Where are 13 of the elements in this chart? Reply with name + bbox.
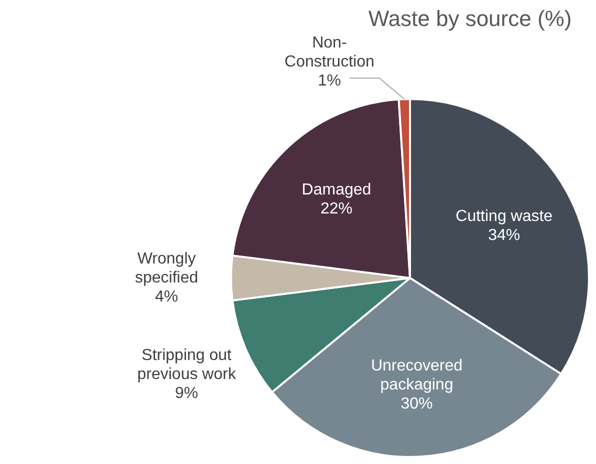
data-label: 9% xyxy=(175,385,198,402)
data-label: 4% xyxy=(154,288,178,306)
slice-label: Wrongly specified xyxy=(134,250,198,286)
data-label: 1% xyxy=(318,72,342,90)
data-label: 22% xyxy=(320,200,352,218)
data-label: 30% xyxy=(400,396,433,413)
slice-label: Stripping out previous work xyxy=(137,347,237,384)
chart-title: Waste by source (%) xyxy=(368,6,572,32)
data-label: 34% xyxy=(488,227,520,244)
slice-label: Damaged xyxy=(302,182,372,199)
slice-label: Non-Construction xyxy=(284,34,374,71)
slice-label: Cutting waste xyxy=(456,208,553,226)
slice-label: Unrecovered packaging xyxy=(370,358,463,394)
